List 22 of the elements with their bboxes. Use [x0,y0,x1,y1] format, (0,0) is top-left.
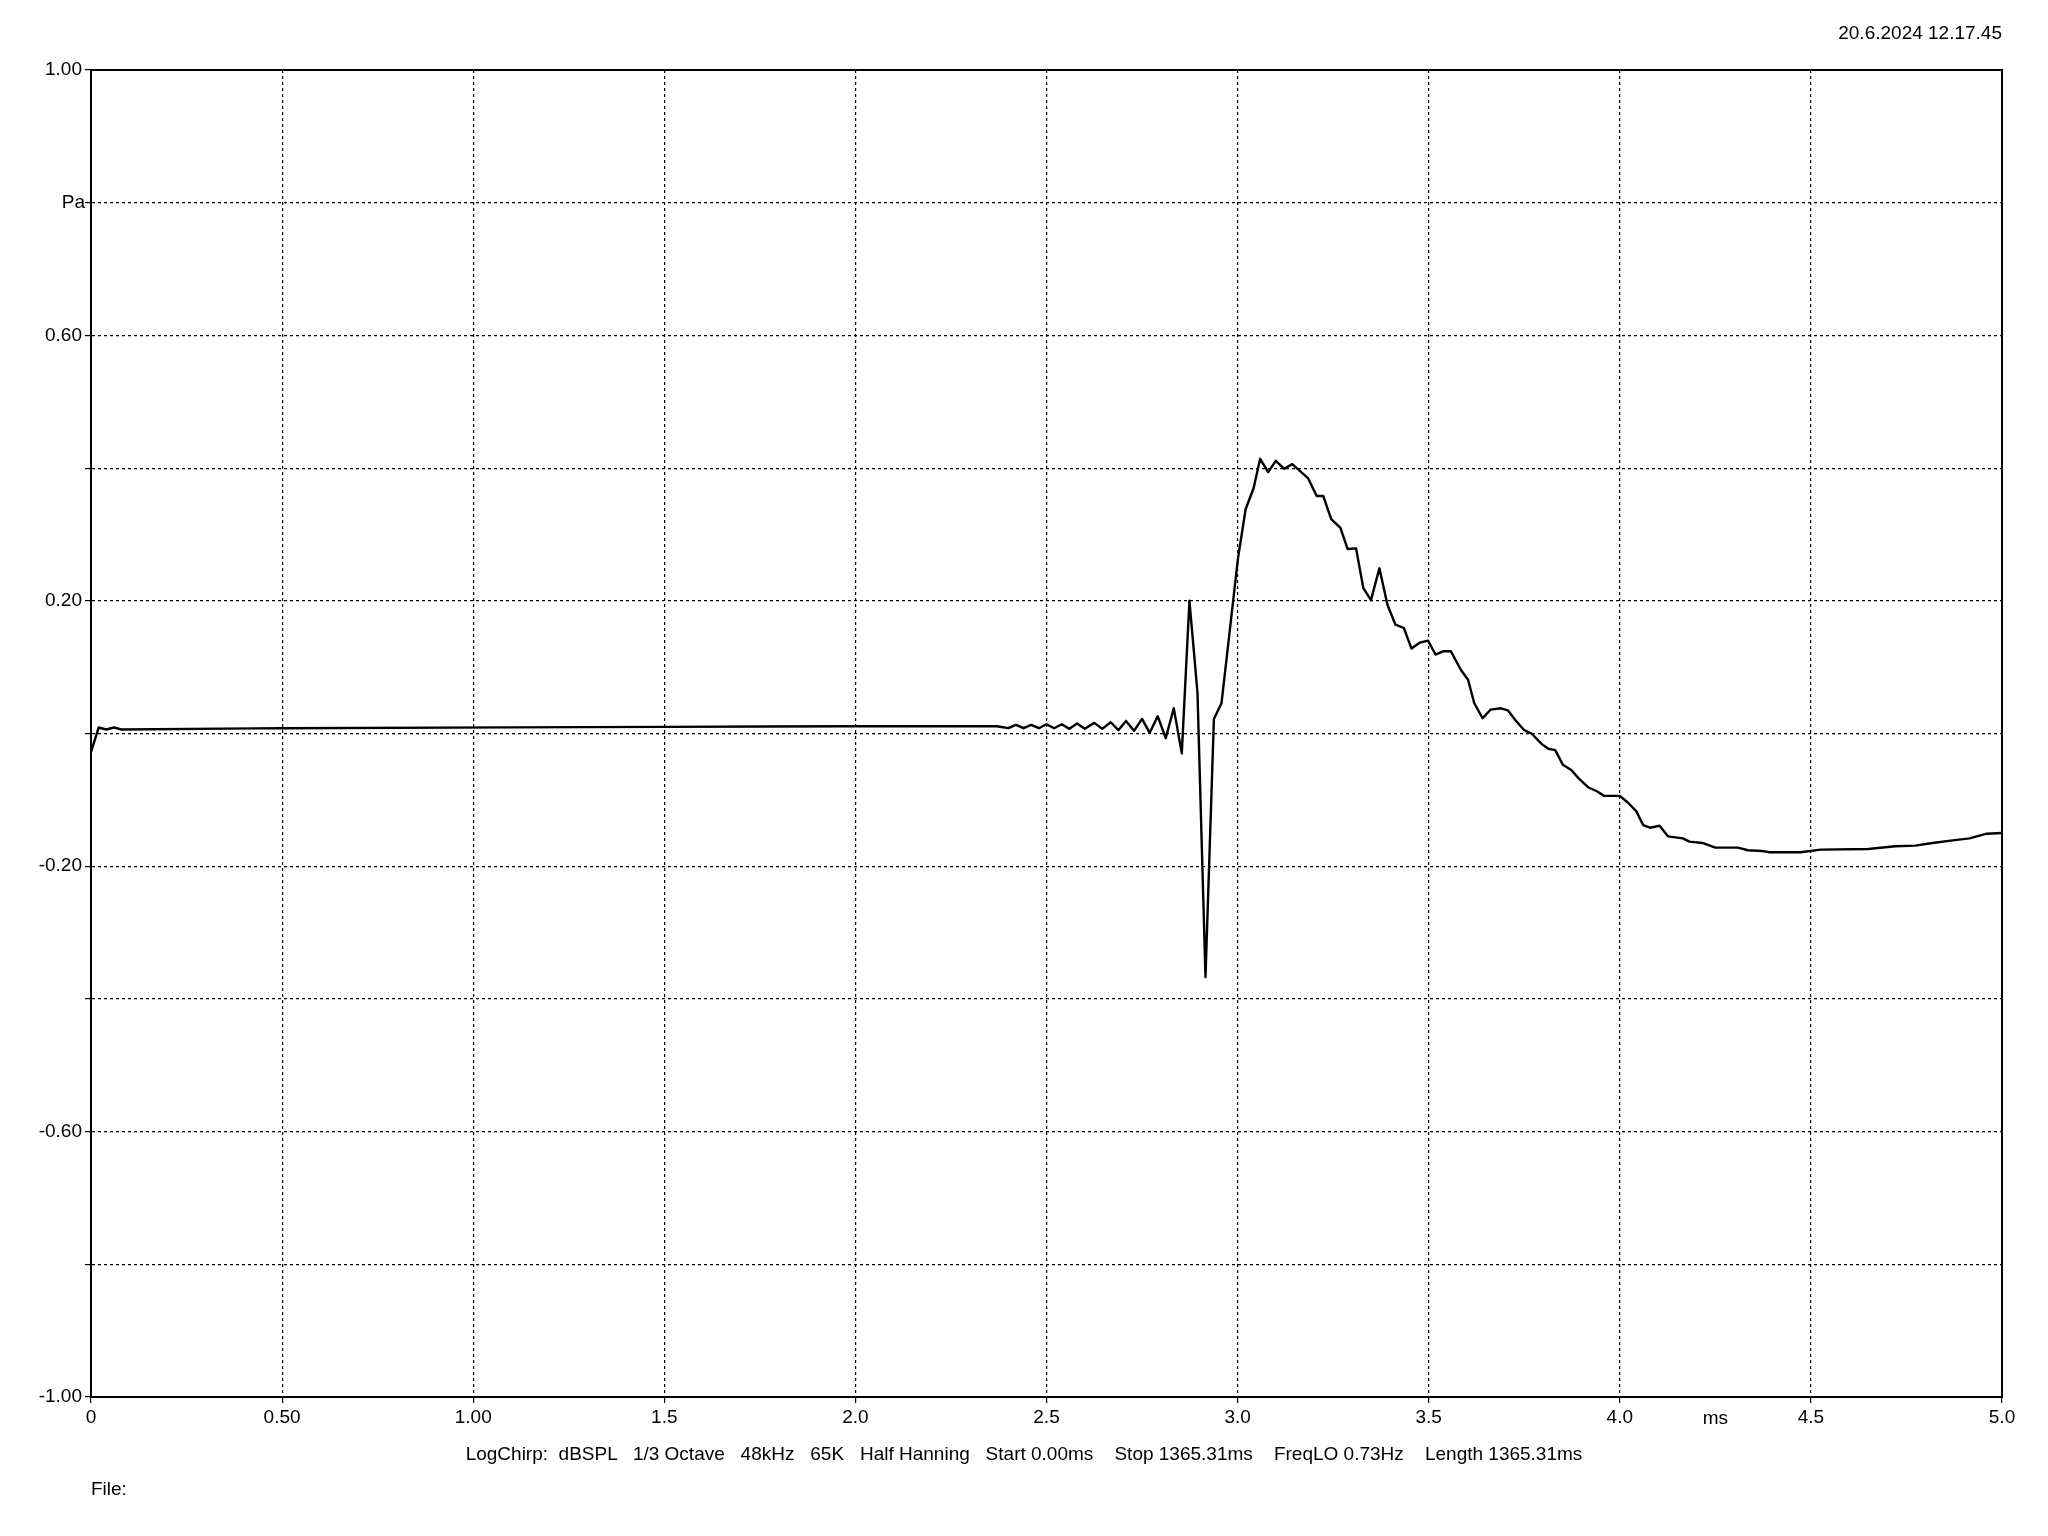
text: File: [91,1478,127,1500]
y-tick-label: -0.20 [38,854,82,876]
x-tick-label: 4.5 [1797,1405,1825,1427]
y-axis-title: Pa [61,190,86,212]
x-tick-label: 0 [85,1405,97,1427]
y-tick-label: 1.00 [45,58,82,80]
text: LogChirp: dBSPL 1/3 Octave 48kHz 65K Half Hanning Start 0.00ms Stop 1365.31ms FreqLO 0.73Hz Length 1365.31ms [464,1443,1584,1465]
x-tick-label: 2.5 [1033,1405,1060,1427]
y-tick-label: -1.00 [38,1385,82,1407]
x-tick-label: 2.0 [842,1405,869,1427]
x-tick-label: 0.50 [263,1405,301,1427]
x-tick-label: 5.0 [1988,1405,2016,1427]
x-tick-label: 3.0 [1224,1405,1251,1427]
y-tick-label: 0.60 [45,323,82,345]
text: 20.6.2024 12.17.45 [1838,22,2002,44]
x-tick-label: 3.5 [1415,1405,1442,1427]
x-tick-label: 4.0 [1606,1405,1634,1427]
y-tick-label: 0.20 [45,589,82,611]
x-tick-label: 1.00 [454,1405,492,1427]
x-tick-label: 1.5 [651,1405,678,1427]
y-tick-label: -0.60 [38,1119,82,1141]
x-axis-title: ms [1702,1406,1729,1428]
